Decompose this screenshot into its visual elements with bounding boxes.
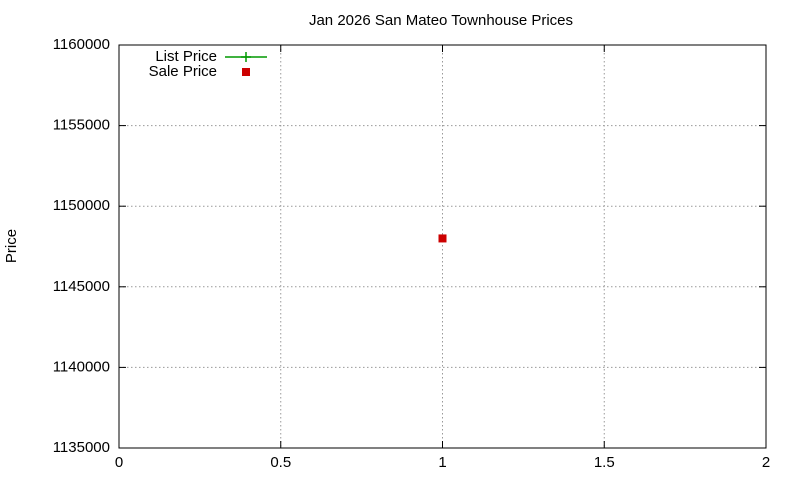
x-tick-label: 0.5 [270, 454, 291, 471]
x-tick-label: 1.5 [594, 454, 615, 471]
y-tick-label: 1155000 [53, 117, 110, 134]
legend-label: Sale Price [149, 63, 217, 80]
legend-marker [242, 68, 250, 76]
y-axis-label: Price [3, 229, 20, 263]
legend-label: List Price [155, 48, 217, 65]
x-tick-label: 2 [762, 454, 770, 471]
x-tick-label: 1 [438, 454, 446, 471]
y-tick-label: 1135000 [53, 439, 110, 456]
y-tick-label: 1160000 [53, 36, 110, 53]
chart-title: Jan 2026 San Mateo Townhouse Prices [309, 12, 573, 29]
y-tick-label: 1140000 [53, 358, 110, 375]
point [438, 234, 447, 243]
legend-marker [241, 52, 251, 62]
plot-border [118, 44, 767, 449]
y-tick-label: 1150000 [53, 197, 110, 214]
y-tick-label: 1145000 [53, 278, 110, 295]
x-tick-label: 0 [115, 454, 123, 471]
